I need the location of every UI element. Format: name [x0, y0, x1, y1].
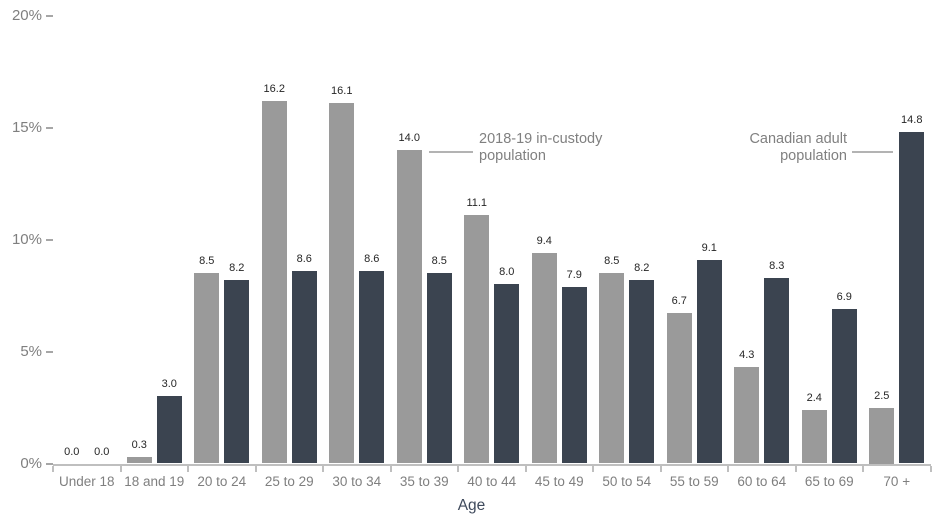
x-axis-tick-mark	[187, 465, 189, 472]
bar-value-label: 4.3	[739, 349, 755, 362]
x-axis-tick-mark	[322, 465, 324, 472]
x-axis-category-label: 55 to 59	[669, 473, 719, 489]
x-axis-tick-mark	[929, 465, 932, 472]
x-axis-line	[53, 463, 931, 466]
annotation-connector-left	[429, 151, 473, 153]
y-tick-mark	[46, 350, 53, 353]
x-axis-tick-mark	[254, 465, 257, 472]
x-axis-category-label: Under 18	[58, 473, 115, 489]
bar-canadian-adult	[696, 259, 722, 464]
annotation-in-custody-line1: 2018-19 in-custody	[479, 131, 603, 147]
bar-value-label: 6.9	[836, 290, 852, 303]
x-axis-tick-mark	[862, 465, 864, 472]
bar-value-label: 8.5	[199, 255, 215, 268]
bar-value-label: 16.1	[331, 84, 353, 97]
annotation-in-custody-line2: population	[479, 148, 546, 164]
bar-in-custody	[194, 273, 220, 464]
bar-in-custody	[261, 100, 287, 464]
bar-canadian-adult	[359, 270, 385, 464]
bar-value-label: 8.6	[296, 252, 312, 265]
bar-value-label: 14.8	[901, 113, 923, 126]
y-tick-mark	[46, 462, 53, 465]
y-tick-mark	[46, 126, 53, 129]
x-axis-tick-mark	[794, 465, 797, 472]
x-axis-title: Age	[457, 497, 486, 514]
bar-in-custody	[666, 313, 692, 464]
bar-in-custody	[531, 252, 557, 464]
bar-in-custody	[126, 456, 152, 464]
x-axis-category-label: 25 to 29	[264, 473, 314, 489]
bar-value-label: 11.1	[466, 196, 488, 209]
bar-value-label: 14.0	[398, 131, 420, 144]
annotation-canadian-adult-population: Canadian adult population	[749, 131, 847, 165]
bar-value-label: 3.0	[161, 378, 177, 391]
bar-canadian-adult	[224, 279, 250, 464]
y-tick-label: 5%	[20, 342, 42, 360]
annotation-canadian-adult-line1: Canadian adult	[749, 131, 847, 147]
y-tick-label: 20%	[11, 6, 42, 24]
x-axis-tick-mark	[524, 465, 527, 472]
bar-value-label: 2.4	[806, 391, 822, 404]
y-tick-mark	[46, 238, 53, 241]
bar-value-label: 8.2	[229, 261, 245, 274]
bar-in-custody	[801, 409, 827, 464]
bar-value-label: 9.4	[536, 234, 552, 247]
bar-in-custody	[599, 273, 625, 464]
x-axis-category-label: 35 to 39	[399, 473, 449, 489]
bar-value-label: 16.2	[263, 82, 285, 95]
y-tick-label: 15%	[11, 118, 42, 136]
bar-canadian-adult	[426, 273, 452, 464]
y-tick-label: 0%	[20, 454, 42, 472]
y-tick-mark	[46, 14, 53, 17]
bar-value-label: 8.5	[604, 255, 620, 268]
x-axis-tick-mark	[52, 465, 54, 472]
bar-value-label: 7.9	[566, 268, 582, 281]
bar-in-custody	[464, 214, 490, 464]
bar-canadian-adult	[831, 308, 857, 464]
x-axis-category-label: 50 to 54	[602, 473, 652, 489]
annotation-canadian-adult-line2: population	[780, 148, 847, 164]
x-axis-tick-mark	[659, 465, 662, 472]
x-axis-category-label: 45 to 49	[534, 473, 584, 489]
bar-in-custody	[869, 407, 895, 464]
bar-value-label: 8.3	[769, 259, 785, 272]
bar-canadian-adult	[629, 279, 655, 464]
bar-canadian-adult	[899, 131, 925, 464]
x-axis-tick-mark	[727, 465, 729, 472]
x-axis-category-label: 20 to 24	[197, 473, 247, 489]
bar-value-label: 9.1	[701, 241, 717, 254]
bar-value-label: 8.5	[431, 255, 447, 268]
bar-canadian-adult	[764, 277, 790, 464]
x-axis-category-label: 70 +	[883, 473, 911, 489]
y-tick-label: 10%	[11, 230, 42, 248]
x-axis-tick-mark	[592, 465, 594, 472]
bar-value-label: 2.5	[874, 389, 890, 402]
x-axis-tick-mark	[457, 465, 459, 472]
bar-value-label: 8.0	[499, 266, 515, 279]
x-axis-category-label: 40 to 44	[467, 473, 517, 489]
x-axis-category-label: 65 to 69	[804, 473, 854, 489]
bar-value-label: 0.0	[94, 445, 110, 458]
bar-canadian-adult	[291, 270, 317, 464]
bar-canadian-adult	[561, 286, 587, 464]
bar-value-label: 6.7	[671, 295, 687, 308]
bar-in-custody	[329, 102, 355, 464]
x-axis-category-label: 18 and 19	[124, 473, 185, 489]
bar-in-custody	[734, 367, 760, 464]
bar-canadian-adult	[156, 396, 182, 464]
annotation-connector-right	[852, 151, 893, 153]
bar-in-custody	[396, 149, 422, 464]
bar-value-label: 8.2	[634, 261, 650, 274]
x-axis-tick-mark	[119, 465, 122, 472]
x-axis-category-label: 30 to 34	[332, 473, 382, 489]
bar-canadian-adult	[494, 284, 520, 464]
bar-value-label: 0.3	[131, 438, 147, 451]
x-axis-tick-mark	[389, 465, 392, 472]
x-axis-category-label: 60 to 64	[737, 473, 787, 489]
bar-value-label: 8.6	[364, 252, 380, 265]
annotation-in-custody-population: 2018-19 in-custody population	[479, 131, 602, 165]
bar-value-label: 0.0	[64, 445, 80, 458]
